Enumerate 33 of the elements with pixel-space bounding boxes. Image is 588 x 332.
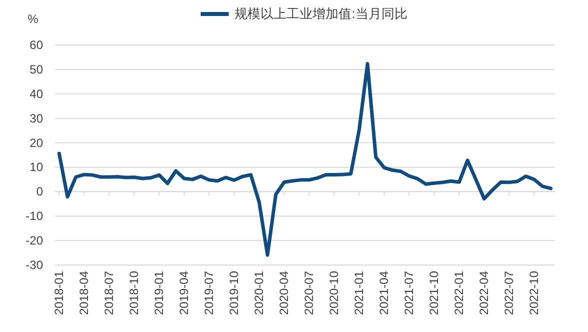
ytick: 30 — [30, 111, 43, 126]
xtick: 2019-04 — [177, 271, 192, 316]
xtick: 2018-01 — [52, 271, 66, 316]
xtick: 2020-01 — [252, 271, 266, 316]
xtick: 2020-04 — [277, 271, 292, 316]
xtick: 2022-04 — [477, 271, 492, 316]
xtick: 2022-07 — [502, 271, 516, 316]
xtick: 2020-07 — [302, 271, 316, 316]
xtick: 2022-01 — [452, 271, 466, 316]
ytick: 60 — [30, 38, 43, 52]
xtick: 2018-04 — [77, 271, 92, 316]
xtick: 2022-10 — [527, 271, 542, 316]
ytick: -30 — [26, 258, 43, 272]
xtick: 2020-10 — [327, 271, 342, 316]
xtick: 2018-10 — [127, 271, 142, 316]
xtick: 2019-10 — [227, 271, 242, 316]
legend-label: 规模以上工业增加值:当月同比 — [234, 6, 408, 21]
ytick: 10 — [30, 160, 43, 174]
xtick: 2021-04 — [377, 271, 392, 316]
ytick: -10 — [26, 209, 43, 224]
ytick: 50 — [30, 62, 43, 76]
ytick: 20 — [30, 136, 43, 150]
ytick: -20 — [26, 234, 43, 248]
xtick: 2019-07 — [202, 271, 216, 316]
xtick: 2019-01 — [152, 271, 166, 316]
xtick: 2021-07 — [402, 271, 416, 316]
ytick: 40 — [30, 86, 43, 101]
y-axis-title: % — [28, 12, 39, 26]
xtick: 2021-01 — [352, 271, 366, 316]
legend: 规模以上工业增加值:当月同比 — [200, 6, 408, 21]
ytick: 0 — [36, 184, 43, 199]
xtick: 2021-10 — [427, 271, 442, 316]
xtick: 2018-07 — [102, 271, 116, 316]
